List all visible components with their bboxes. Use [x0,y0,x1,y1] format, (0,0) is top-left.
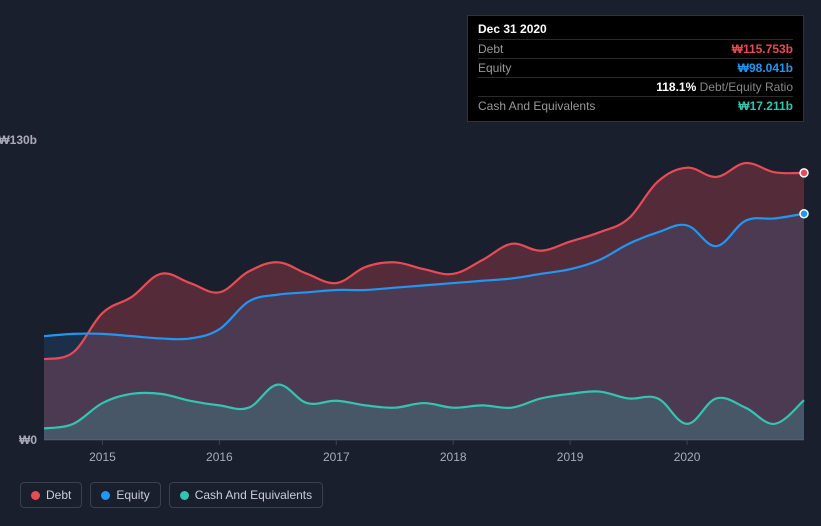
legend-label: Equity [116,488,149,502]
tooltip-date: Dec 31 2020 [478,22,793,36]
x-axis-label: 2015 [89,450,116,464]
legend-label: Cash And Equivalents [195,488,312,502]
marker-debt [800,169,808,177]
chart-tooltip: Dec 31 2020 Debt ₩115.753b Equity ₩98.041b 1… [467,15,804,122]
x-axis-label: 2019 [557,450,584,464]
x-axis-label: 2016 [206,450,233,464]
legend-item-debt[interactable]: Debt [20,482,82,508]
tooltip-row-label: Cash And Equivalents [478,99,595,113]
x-axis-label: 2020 [674,450,701,464]
marker-equity [800,210,808,218]
legend-item-cash[interactable]: Cash And Equivalents [169,482,323,508]
tooltip-row-value: ₩115.753b [732,42,793,56]
legend-dot-icon [31,491,40,500]
chart-legend: Debt Equity Cash And Equivalents [20,482,323,508]
legend-label: Debt [46,488,71,502]
y-axis-label: ₩130b [0,133,37,147]
tooltip-row-value: 118.1% Debt/Equity Ratio [656,80,793,94]
tooltip-row: Cash And Equivalents ₩17.211b [478,96,793,115]
tooltip-row-label: Debt [478,42,503,56]
tooltip-row-value: ₩98.041b [738,61,793,75]
legend-item-equity[interactable]: Equity [90,482,160,508]
tooltip-row: Equity ₩98.041b [478,58,793,77]
tooltip-row-value: ₩17.211b [738,99,793,113]
x-axis-label: 2017 [323,450,350,464]
legend-dot-icon [101,491,110,500]
y-axis-label: ₩0 [19,433,37,447]
legend-dot-icon [180,491,189,500]
x-axis-label: 2018 [440,450,467,464]
tooltip-row-label: Equity [478,61,511,75]
tooltip-row: Debt ₩115.753b [478,39,793,58]
tooltip-row: 118.1% Debt/Equity Ratio [478,77,793,96]
